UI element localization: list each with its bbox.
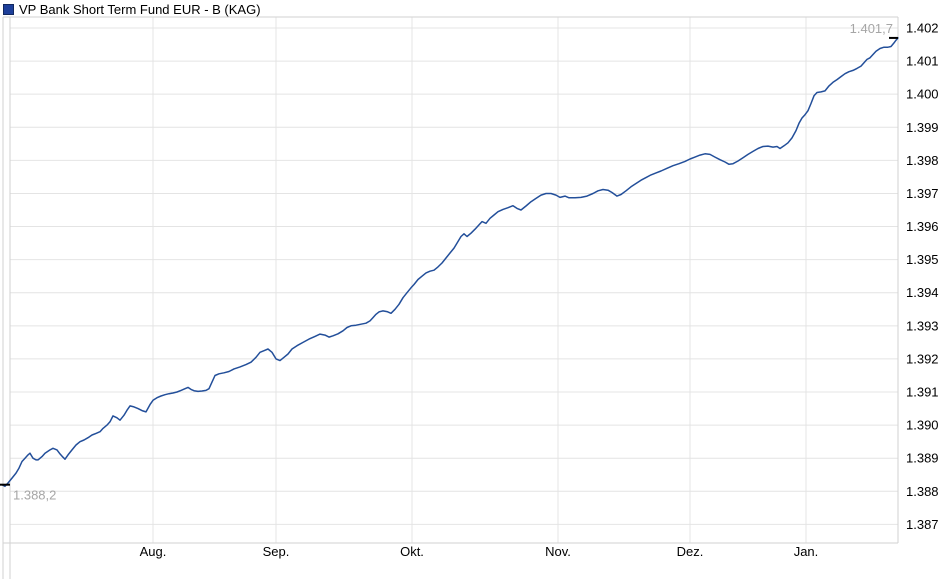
chart-title: VP Bank Short Term Fund EUR - B (KAG) xyxy=(19,2,261,17)
x-axis-label: Sep. xyxy=(263,544,290,559)
y-axis-label: 1.390 xyxy=(906,418,939,433)
y-axis-label: 1.391 xyxy=(906,385,939,400)
y-axis-label: 1.395 xyxy=(906,252,939,267)
y-axis-label: 1.393 xyxy=(906,318,939,333)
y-axis-label: 1.399 xyxy=(906,120,939,135)
y-axis-label: 1.400 xyxy=(906,87,939,102)
legend-color-swatch-icon xyxy=(3,4,14,15)
x-axis-label: Aug. xyxy=(140,544,167,559)
y-axis-label: 1.401 xyxy=(906,54,939,69)
y-axis-label: 1.389 xyxy=(906,451,939,466)
chart-legend: VP Bank Short Term Fund EUR - B (KAG) xyxy=(3,2,261,17)
y-axis-label: 1.398 xyxy=(906,153,939,168)
y-axis-label: 1.388 xyxy=(906,484,939,499)
price-line-series xyxy=(1,37,899,488)
y-axis-label: 1.402 xyxy=(906,21,939,36)
end-value-label: 1.401,7 xyxy=(850,21,893,36)
y-axis-label: 1.387 xyxy=(906,517,939,532)
y-axis-label: 1.394 xyxy=(906,285,939,300)
y-axis-label: 1.392 xyxy=(906,351,939,366)
y-axis-label: 1.397 xyxy=(906,186,939,201)
x-axis-label: Jan. xyxy=(794,544,819,559)
start-value-label: 1.388,2 xyxy=(13,488,56,503)
x-axis-label: Nov. xyxy=(545,544,571,559)
y-axis-label: 1.396 xyxy=(906,219,939,234)
x-axis-label: Okt. xyxy=(400,544,424,559)
x-axis-label: Dez. xyxy=(677,544,704,559)
